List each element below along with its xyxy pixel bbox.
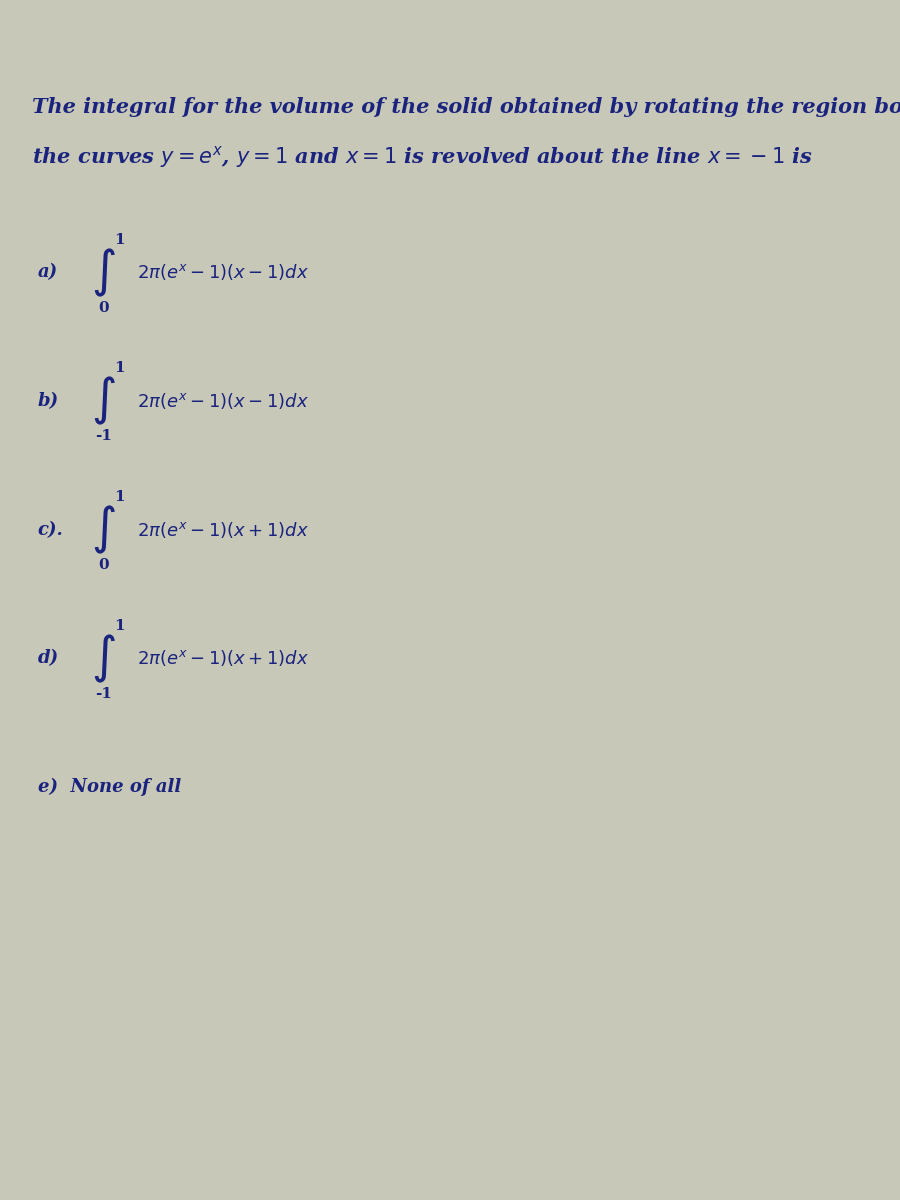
Text: 0: 0 [98,558,109,572]
Text: e)  None of all: e) None of all [38,778,181,797]
Text: 1: 1 [114,233,125,247]
Text: $2\pi(e^x - 1)(x + 1)dx$: $2\pi(e^x - 1)(x + 1)dx$ [138,648,310,668]
Text: 1: 1 [114,619,125,632]
Text: $2\pi(e^x - 1)(x - 1)dx$: $2\pi(e^x - 1)(x - 1)dx$ [138,391,310,412]
Text: c).: c). [38,521,64,539]
Text: $\int$: $\int$ [91,246,115,299]
Text: $2\pi(e^x - 1)(x - 1)dx$: $2\pi(e^x - 1)(x - 1)dx$ [138,263,310,282]
Text: -1: -1 [94,686,112,701]
Text: $2\pi(e^x - 1)(x + 1)dx$: $2\pi(e^x - 1)(x + 1)dx$ [138,520,310,540]
Text: a): a) [38,263,58,281]
Text: d): d) [38,649,58,667]
Text: 1: 1 [114,490,125,504]
Text: b): b) [38,392,58,410]
Text: $\int$: $\int$ [91,374,115,427]
Text: 0: 0 [98,300,109,314]
Text: 1: 1 [114,361,125,376]
Text: the curves $y = e^x$, $y = 1$ and $x = 1$ is revolved about the line $x = -1$ is: the curves $y = e^x$, $y = 1$ and $x = 1… [32,144,813,169]
Text: $\int$: $\int$ [91,504,115,556]
Text: The integral for the volume of the solid obtained by rotating the region bounded: The integral for the volume of the solid… [32,97,900,116]
Text: $\int$: $\int$ [91,632,115,685]
Text: -1: -1 [94,430,112,443]
